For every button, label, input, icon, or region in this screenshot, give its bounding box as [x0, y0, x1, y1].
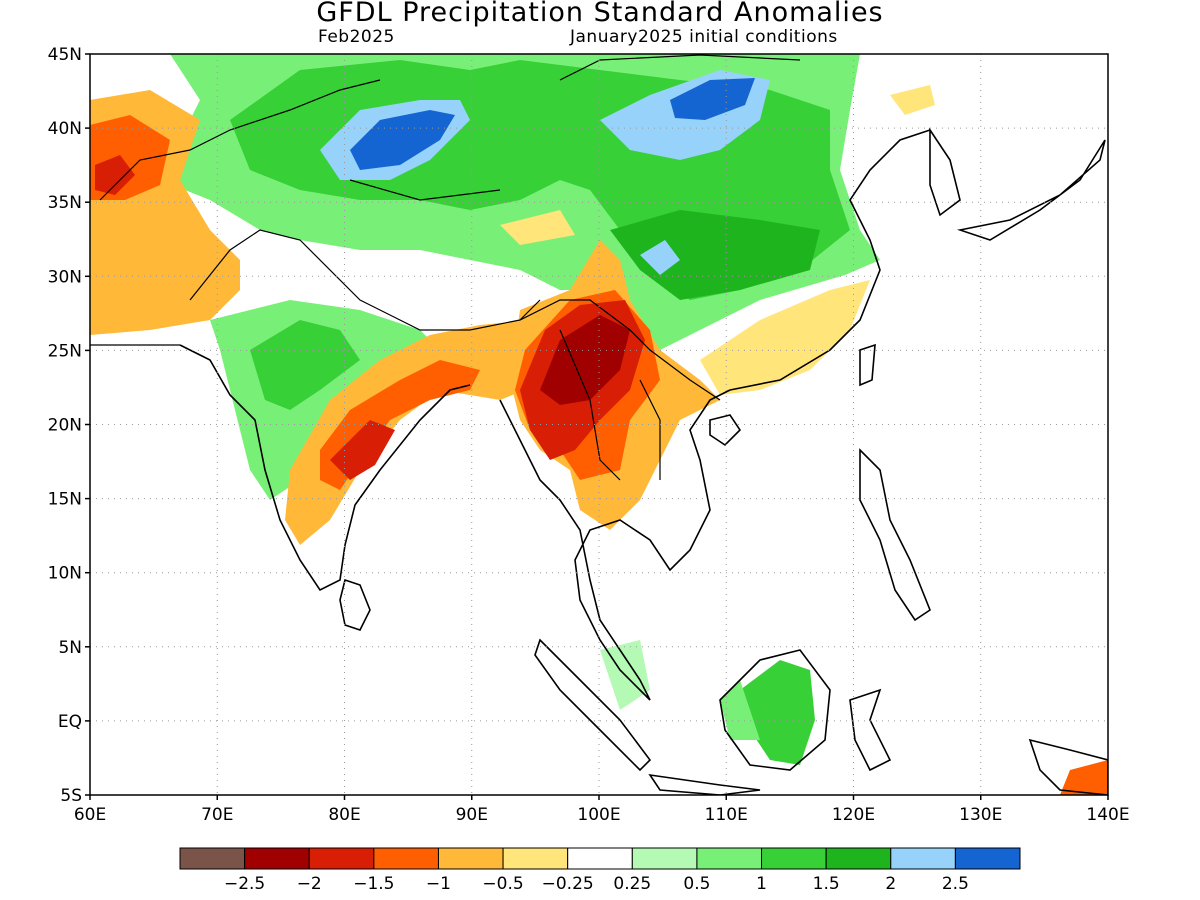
colorbar-label: 1.5 [813, 874, 840, 894]
light-dry-se-china [700, 280, 870, 395]
lon-tick-label: 140E [1086, 805, 1129, 825]
india-coastline [179, 344, 471, 592]
lat-tick-label: 5S [60, 786, 82, 806]
coastlines [90, 54, 1108, 795]
new-guinea [1028, 738, 1108, 795]
colorbar-label: 0.5 [683, 874, 710, 894]
country-borders [90, 54, 801, 481]
colorbar-swatch [308, 847, 375, 870]
colorbar-swatch [179, 847, 246, 870]
lon-tick-label: 130E [959, 805, 1002, 825]
very-wet-patch-3 [640, 240, 680, 275]
china-coastline [729, 129, 931, 391]
anomaly-field [90, 54, 1108, 795]
lat-tick-label: 5N [58, 638, 82, 658]
japan [956, 139, 1106, 241]
colorbar-swatch [373, 847, 439, 870]
wet-anomaly-india-core [250, 320, 360, 410]
lat-tick-label: 15N [48, 490, 82, 510]
colorbar-label: −2 [297, 874, 322, 894]
colorbar-label: −2.5 [224, 874, 265, 894]
lat-tick-label: 40N [48, 119, 82, 139]
lat-tick-label: EQ [58, 712, 82, 732]
colorbar-label: −0.25 [542, 874, 594, 894]
lon-tick-label: 70E [201, 805, 233, 825]
strong-wet-region [610, 210, 820, 300]
lon-tick-label: 60E [74, 805, 106, 825]
colorbar-swatch [437, 847, 504, 870]
colorbar: −2.5 −2 −1.5 −1 −0.5 −0.25 0.25 0.5 1 1.5 2 2.5 [179, 847, 1021, 894]
colorbar-label: 2.5 [942, 874, 969, 894]
lon-tick-label: 90E [456, 805, 488, 825]
lat-tick-label: 45N [48, 45, 82, 65]
light-dry-patch-2 [500, 210, 575, 245]
dry-anomaly-india-east [285, 320, 560, 545]
sulawesi [849, 688, 892, 772]
light-dry-patch-1 [890, 85, 935, 115]
colorbar-swatch [761, 847, 827, 870]
lat-tick-label: 20N [48, 416, 82, 436]
extreme-wet-patch-1 [350, 110, 455, 170]
colorbar-swatch [825, 847, 892, 870]
java [648, 773, 761, 795]
lat-tick-label: 25N [48, 341, 82, 361]
extreme-wet-patch-2 [670, 78, 755, 120]
lon-tick-label: 120E [832, 805, 875, 825]
colorbar-swatch [502, 847, 569, 870]
lon-tick-label: 100E [577, 805, 620, 825]
colorbar-swatch [631, 847, 698, 870]
wet-patch-borneo [740, 660, 815, 765]
lon-tick-label: 80E [328, 805, 360, 825]
initial-conditions: January2025 initial conditions [570, 27, 838, 47]
colorbar-swatch [954, 847, 1021, 870]
lat-tick-label: 35N [48, 193, 82, 213]
colorbar-label: −0.5 [482, 874, 523, 894]
dry-patch-png [1060, 760, 1108, 795]
map-title: GFDL Precipitation Standard Anomalies [316, 0, 884, 28]
lat-tick-label: 30N [48, 267, 82, 287]
indochina-coastline [499, 389, 731, 701]
colorbar-swatch [244, 847, 310, 870]
sumatra [534, 638, 652, 772]
korea [929, 127, 961, 217]
wet-patch-borneo-light [720, 680, 760, 740]
colorbar-label: −1.5 [353, 874, 394, 894]
colorbar-label: 2 [885, 874, 896, 894]
colorbar-swatch [567, 847, 633, 870]
colorbar-label: 0.25 [613, 874, 651, 894]
strong-dry-west [95, 155, 135, 195]
strong-dry-india [330, 420, 395, 480]
colorbar-label: 1 [756, 874, 767, 894]
philippines [859, 448, 931, 622]
lat-tick-label: 10N [48, 564, 82, 584]
colorbar-label: −1 [426, 874, 451, 894]
borneo [719, 649, 831, 771]
extreme-dry-indochina [540, 315, 630, 405]
lon-tick-label: 110E [705, 805, 748, 825]
forecast-month: Feb2025 [318, 27, 395, 47]
colorbar-swatch [890, 847, 956, 870]
hainan [709, 414, 742, 447]
sri-lanka [339, 578, 371, 631]
taiwan [859, 343, 876, 387]
colorbar-swatch [696, 847, 763, 870]
